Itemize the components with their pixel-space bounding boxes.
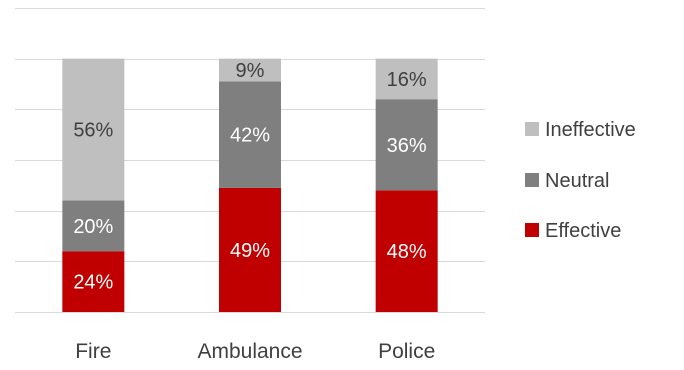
x-tick-label-police: Police bbox=[378, 340, 435, 363]
data-label-ambulance-effective: 49% bbox=[230, 240, 270, 262]
data-label-ambulance-ineffective: 9% bbox=[236, 60, 265, 82]
bar-ambulance-neutral bbox=[219, 81, 281, 188]
bar-police-neutral bbox=[375, 99, 438, 191]
data-label-ambulance-neutral: 42% bbox=[230, 125, 270, 147]
bar-fire-neutral bbox=[62, 200, 125, 252]
x-axis: Fire Ambulance Police bbox=[75, 340, 435, 363]
data-label-fire-effective: 24% bbox=[73, 272, 113, 294]
legend-swatch-neutral bbox=[525, 173, 539, 187]
x-tick-label-fire: Fire bbox=[75, 340, 111, 363]
bar-ambulance-ineffective bbox=[219, 58, 281, 82]
data-label-fire-ineffective: 56% bbox=[73, 120, 113, 142]
legend-label-ineffective: Ineffective bbox=[545, 119, 636, 141]
bar-ambulance-effective bbox=[219, 187, 281, 312]
legend: Ineffective Neutral Effective bbox=[525, 119, 636, 242]
bar-fire-effective bbox=[62, 251, 125, 312]
data-labels: 24% 20% 56% 49% 42% 9% 48% 36% 16% bbox=[73, 60, 427, 294]
legend-swatch-effective bbox=[525, 223, 539, 237]
x-tick-label-ambulance: Ambulance bbox=[197, 340, 302, 363]
bar-police-ineffective bbox=[375, 58, 438, 100]
legend-label-effective: Effective bbox=[545, 220, 621, 242]
legend-label-neutral: Neutral bbox=[545, 170, 609, 192]
data-label-police-neutral: 36% bbox=[387, 135, 427, 157]
bars bbox=[62, 58, 438, 312]
legend-swatch-ineffective bbox=[525, 122, 539, 136]
data-label-fire-neutral: 20% bbox=[73, 216, 113, 238]
data-label-police-effective: 48% bbox=[387, 241, 427, 263]
bar-fire-ineffective bbox=[62, 58, 125, 201]
data-label-police-ineffective: 16% bbox=[387, 69, 427, 91]
bar-police-effective bbox=[375, 190, 438, 312]
